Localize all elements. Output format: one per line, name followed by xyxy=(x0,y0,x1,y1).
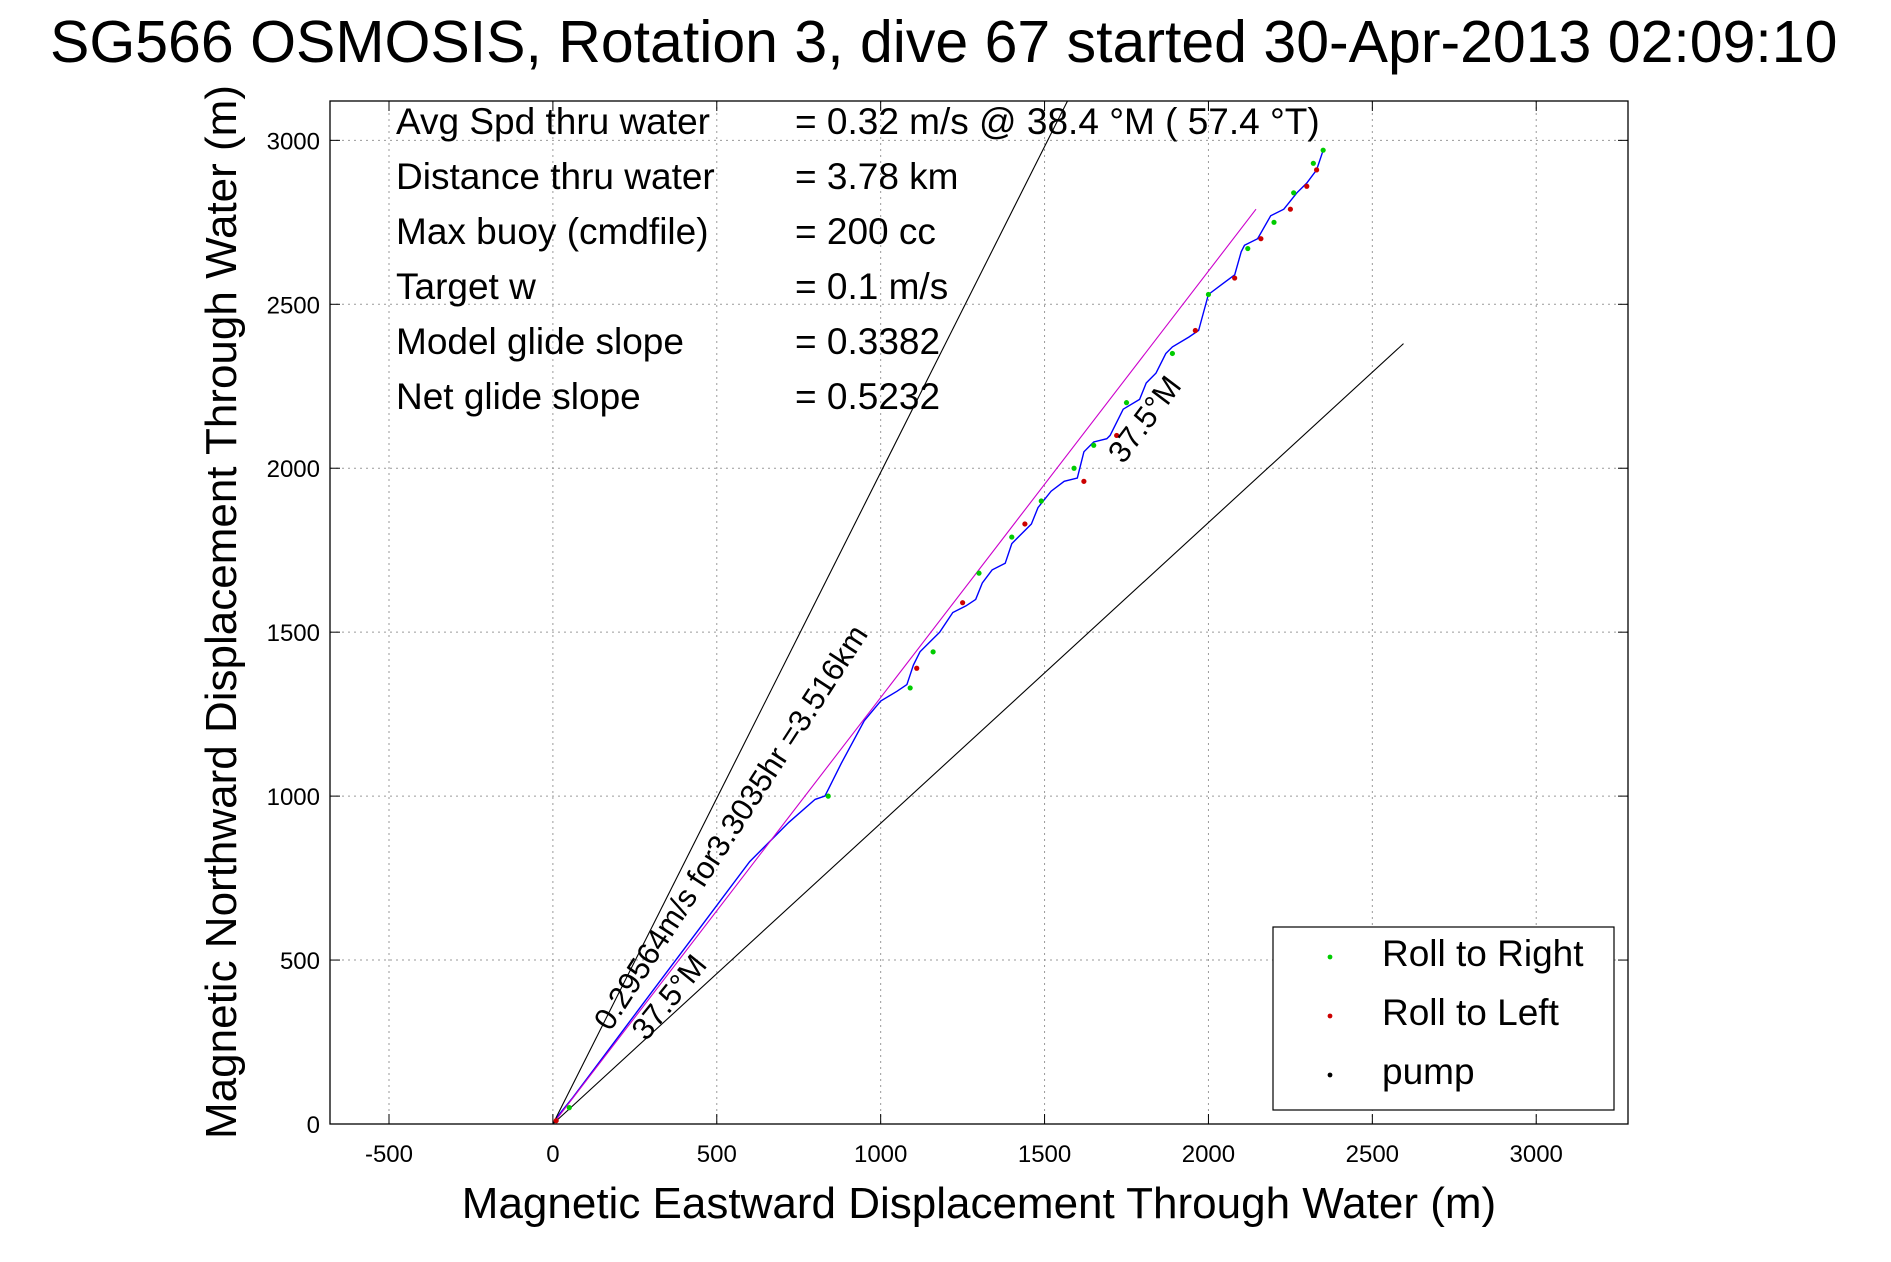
y-tick-label: 2500 xyxy=(267,292,320,319)
legend-label: pump xyxy=(1382,1051,1475,1092)
roll-left-point xyxy=(1258,236,1264,242)
roll-left-point xyxy=(1304,183,1310,189)
x-tick-label: 1500 xyxy=(1018,1141,1071,1168)
roll-left-point xyxy=(1314,167,1320,173)
roll-left-point xyxy=(960,600,966,606)
roll-right-point xyxy=(1091,442,1097,448)
legend-label: Roll to Left xyxy=(1382,992,1560,1033)
info-label: Distance thru water xyxy=(396,156,715,197)
info-block: Avg Spd thru water = 0.32 m/s @ 38.4 °M (… xyxy=(396,101,1320,417)
roll-left-point xyxy=(914,665,920,671)
info-label: Target w xyxy=(396,266,536,307)
y-tick-label: 2000 xyxy=(267,456,320,483)
roll-right-point xyxy=(930,649,936,655)
info-label: Max buoy (cmdfile) xyxy=(396,211,709,252)
legend-marker xyxy=(1327,954,1333,960)
legend-label: Roll to Right xyxy=(1382,933,1584,974)
roll-right-point xyxy=(1320,147,1326,153)
legend-marker xyxy=(1327,1013,1333,1019)
y-tick-label: 1500 xyxy=(267,620,320,647)
roll-right-point xyxy=(976,570,982,576)
chart-title: SG566 OSMOSIS, Rotation 3, dive 67 start… xyxy=(50,9,1837,75)
roll-right-point xyxy=(1291,190,1297,196)
roll-right-point xyxy=(1310,160,1316,166)
x-tick-label: 2500 xyxy=(1346,1141,1399,1168)
series-layer xyxy=(552,100,1404,1125)
roll-right-point xyxy=(1169,350,1175,357)
marker-layer xyxy=(553,147,1326,1124)
axis-ticks: -500 0 500 1000 1500 2000 2500 3000 0 500 1000 1500… xyxy=(267,101,1628,1168)
info-value: = 0.3382 xyxy=(795,321,940,362)
legend: Roll to Right Roll to Left pump xyxy=(1272,926,1615,1111)
roll-right-point xyxy=(1123,400,1130,406)
cone-upper-line xyxy=(552,100,1068,1125)
x-tick-label: -500 xyxy=(365,1141,413,1168)
x-tick-label: 1000 xyxy=(854,1141,907,1168)
roll-right-point xyxy=(1271,219,1277,225)
y-tick-label: 1000 xyxy=(267,784,320,811)
info-label: Model glide slope xyxy=(396,321,684,362)
info-label: Avg Spd thru water xyxy=(396,101,710,142)
info-value: = 0.1 m/s xyxy=(795,266,948,307)
roll-right-point xyxy=(1205,291,1212,298)
x-tick-label: 3000 xyxy=(1510,1141,1563,1168)
info-value: = 0.32 m/s @ 38.4 °M ( 57.4 °T) xyxy=(795,101,1320,142)
y-tick-label: 0 xyxy=(307,1112,320,1139)
roll-right-point xyxy=(566,1105,572,1111)
roll-left-point xyxy=(1232,275,1238,281)
info-value: = 0.5232 xyxy=(795,376,940,417)
roll-right-point xyxy=(907,685,913,691)
roll-left-point xyxy=(1192,327,1198,334)
roll-left-point xyxy=(1114,432,1120,439)
roll-left-point xyxy=(553,1118,559,1124)
model-direction-line xyxy=(552,208,1257,1125)
roll-right-point xyxy=(1245,245,1251,252)
info-value: = 200 cc xyxy=(795,211,936,252)
track-line xyxy=(552,149,1324,1125)
y-tick-label: 500 xyxy=(280,948,320,975)
roll-right-point xyxy=(1071,465,1077,471)
legend-marker xyxy=(1327,1072,1333,1078)
roll-left-point xyxy=(1022,521,1028,527)
x-axis-label: Magnetic Eastward Displacement Through W… xyxy=(462,1179,1496,1228)
y-tick-label: 3000 xyxy=(267,128,320,155)
x-tick-label: 2000 xyxy=(1182,1141,1235,1168)
roll-left-point xyxy=(1287,206,1293,212)
roll-right-point xyxy=(1038,498,1044,504)
cone-lower-line xyxy=(552,343,1404,1125)
plot-frame xyxy=(329,100,1629,1125)
info-value: = 3.78 km xyxy=(795,156,959,197)
roll-left-point xyxy=(1081,478,1087,484)
roll-right-point xyxy=(1009,534,1015,540)
x-tick-label: 0 xyxy=(546,1141,559,1168)
y-axis-label: Magnetic Northward Displacement Through … xyxy=(197,85,246,1139)
info-label: Net glide slope xyxy=(396,376,641,417)
x-tick-label: 500 xyxy=(697,1141,737,1168)
roll-right-point xyxy=(825,793,831,799)
